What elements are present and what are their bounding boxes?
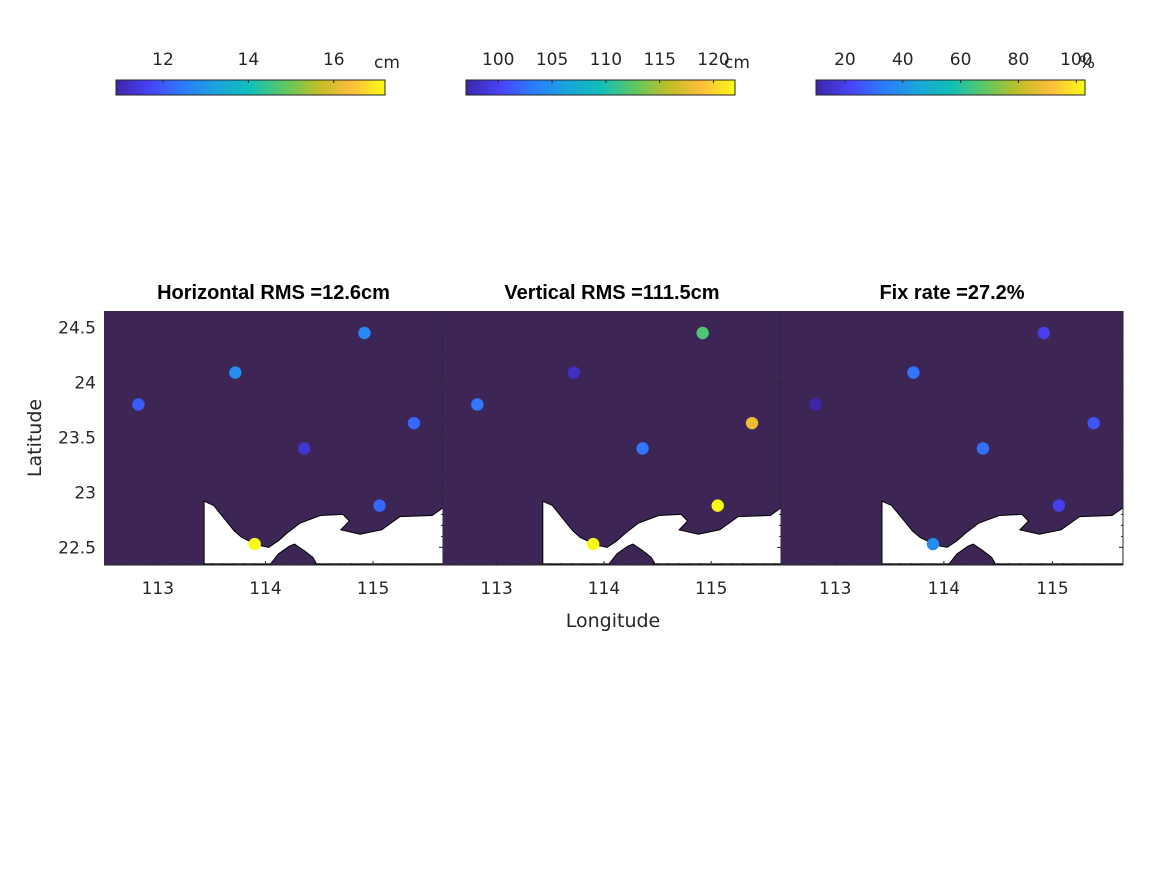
station-point-1 xyxy=(132,398,145,411)
sea-area xyxy=(443,311,781,565)
sea-area xyxy=(781,311,1123,565)
colorbar-tick-label: 100 xyxy=(482,50,514,70)
station-point-3 xyxy=(696,326,709,340)
colorbar-tick-label: 120 xyxy=(697,50,729,70)
colorbar-gradient xyxy=(115,79,386,96)
colorbar-unit: cm xyxy=(724,53,750,73)
map-panel-3: 113 114 115 Fix rate =27.2% xyxy=(781,282,1124,599)
station-point-1 xyxy=(809,398,822,411)
island-land xyxy=(269,543,317,565)
x-tick-label: 113 xyxy=(819,579,851,599)
station-point-7 xyxy=(926,537,940,551)
mainland-land xyxy=(542,500,781,565)
x-tick-label: 114 xyxy=(588,579,620,599)
colorbar-unit: % xyxy=(1079,53,1095,73)
x-tick-label: 113 xyxy=(480,579,512,599)
mainland-land xyxy=(203,500,443,565)
x-tick-label: 113 xyxy=(142,579,174,599)
station-point-4 xyxy=(745,416,759,430)
station-point-1 xyxy=(471,398,484,411)
colorbar-gradient xyxy=(815,79,1086,96)
island-land xyxy=(947,543,996,565)
island-land xyxy=(607,543,656,565)
station-point-3 xyxy=(358,326,371,340)
x-tick-label: 115 xyxy=(695,579,727,599)
y-tick-label: 23.5 xyxy=(58,428,96,448)
station-point-5 xyxy=(976,442,990,455)
panel-title: Vertical RMS =111.5cm xyxy=(504,282,719,304)
colorbar-tick-label: 14 xyxy=(238,50,260,70)
colorbar-tick-label: 80 xyxy=(1008,50,1030,70)
tick-marks xyxy=(791,337,1123,565)
colorbar-tick-label: 16 xyxy=(323,50,345,70)
station-point-5 xyxy=(297,442,311,455)
x-tick-label: 115 xyxy=(1036,579,1068,599)
station-point-4 xyxy=(407,416,421,430)
station-point-7 xyxy=(248,537,261,551)
colorbar-tick-label: 105 xyxy=(536,50,568,70)
y-tick-label: 24.5 xyxy=(58,318,96,338)
colorbar-unit: cm xyxy=(374,53,400,73)
colorbar-tick-label: 100 xyxy=(1060,50,1092,70)
station-point-3 xyxy=(1037,326,1050,340)
colorbar-tick-label: 60 xyxy=(950,50,972,70)
station-point-4 xyxy=(1087,416,1100,430)
x-tick-label: 114 xyxy=(928,579,960,599)
y-tick-label: 23 xyxy=(74,483,96,503)
land-layer xyxy=(542,500,781,565)
colorbar-tick-label: 12 xyxy=(152,50,174,70)
colorbar-tick-label: 110 xyxy=(590,50,622,70)
station-point-2 xyxy=(567,366,581,379)
colorbar-tick-label: 115 xyxy=(643,50,675,70)
colorbar-tick-label: 20 xyxy=(834,50,856,70)
colorbar-1: 12 14 16 cm xyxy=(115,50,400,96)
station-point-7 xyxy=(587,537,600,551)
station-point-5 xyxy=(636,442,649,455)
land-layer xyxy=(881,500,1123,565)
x-tick-label: 115 xyxy=(357,579,389,599)
station-point-2 xyxy=(907,366,920,379)
colorbar-gradient xyxy=(465,79,736,96)
station-point-6 xyxy=(373,499,386,512)
y-tick-label: 22.5 xyxy=(58,538,96,558)
y-tick-label: 24 xyxy=(74,373,96,393)
station-point-2 xyxy=(229,366,242,379)
x-tick-label: 114 xyxy=(249,579,281,599)
panel-title: Fix rate =27.2% xyxy=(879,282,1024,304)
map-panel-2: 113 114 115 Longitude Vertical RMS =111.5cm xyxy=(443,282,782,632)
mainland-land xyxy=(881,500,1123,565)
colorbar-tick-label: 40 xyxy=(892,50,914,70)
y-axis-label: Latitude xyxy=(24,399,46,477)
station-point-6 xyxy=(711,499,724,512)
x-axis-label: Longitude xyxy=(566,610,661,632)
sea-area xyxy=(104,311,443,565)
map-panel-1: 113 114 115 22.5 23 23.5 24 24.5 Latitude Horizon… xyxy=(24,282,444,599)
colorbar-3: 20 40 60 80 100% xyxy=(815,50,1095,96)
tick-marks xyxy=(114,337,443,565)
panel-title: Horizontal RMS =12.6cm xyxy=(157,282,390,304)
tick-marks xyxy=(453,337,781,565)
station-point-6 xyxy=(1052,499,1066,512)
land-layer xyxy=(203,500,443,565)
